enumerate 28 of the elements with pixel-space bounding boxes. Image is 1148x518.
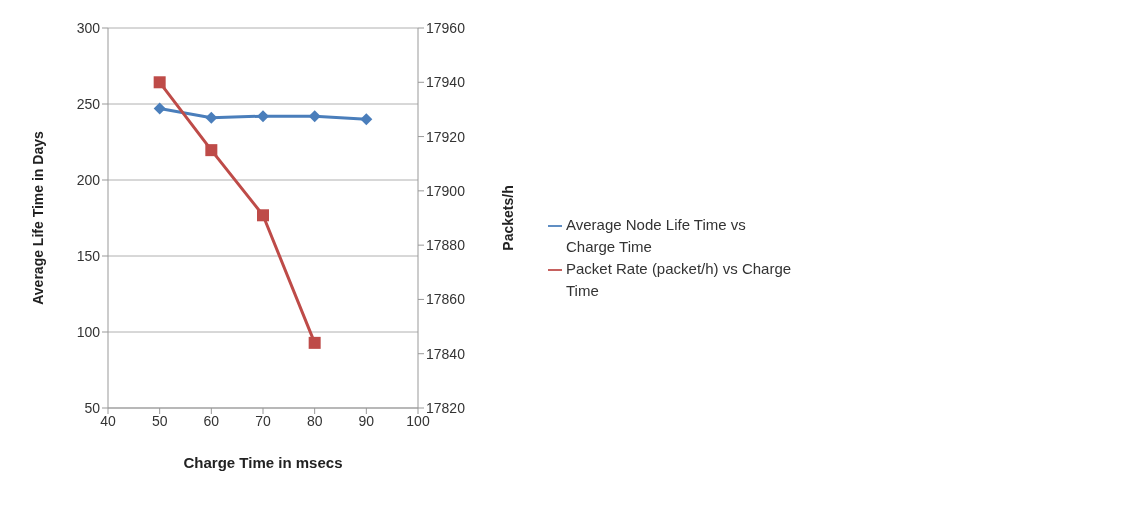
point [205,144,218,157]
y-tick-label: 150 [76,247,101,264]
x-tick-label: 60 [203,412,220,429]
y-tick-label: 250 [76,95,101,112]
x-axis-title: Charge Time in msecs [183,454,343,471]
x-tick-label: 80 [306,412,323,429]
y2-tick-label: 17840 [426,345,466,362]
x-tick-label: 70 [255,412,271,429]
x-tick-label: 90 [358,412,375,429]
y2-tick-label: 17960 [426,19,466,36]
legend-label: Average Node Life Time vs Charge Time [566,215,747,257]
point [257,209,269,222]
y2-tick-label: 17940 [426,74,466,91]
y-tick-label: 100 [76,323,101,340]
y2-tick-label: 17920 [426,128,466,145]
point [308,336,321,349]
x-tick-label: 40 [100,412,116,429]
y2-axis-title: Packets/h [499,185,516,251]
y-axis-title: Average Life Time in Days [29,131,46,305]
point [153,76,166,89]
y-tick-label: 50 [84,399,101,416]
y-tick-label: 200 [76,171,101,188]
y-tick-label: 300 [76,19,101,36]
y2-tick-label: 17860 [426,291,466,308]
legend-label: Packet Rate (packet/h) vs Charge Time [566,259,793,301]
x-tick-label: 50 [151,412,168,429]
y2-tick-label: 17900 [426,182,466,199]
y2-tick-label: 17880 [426,237,466,254]
